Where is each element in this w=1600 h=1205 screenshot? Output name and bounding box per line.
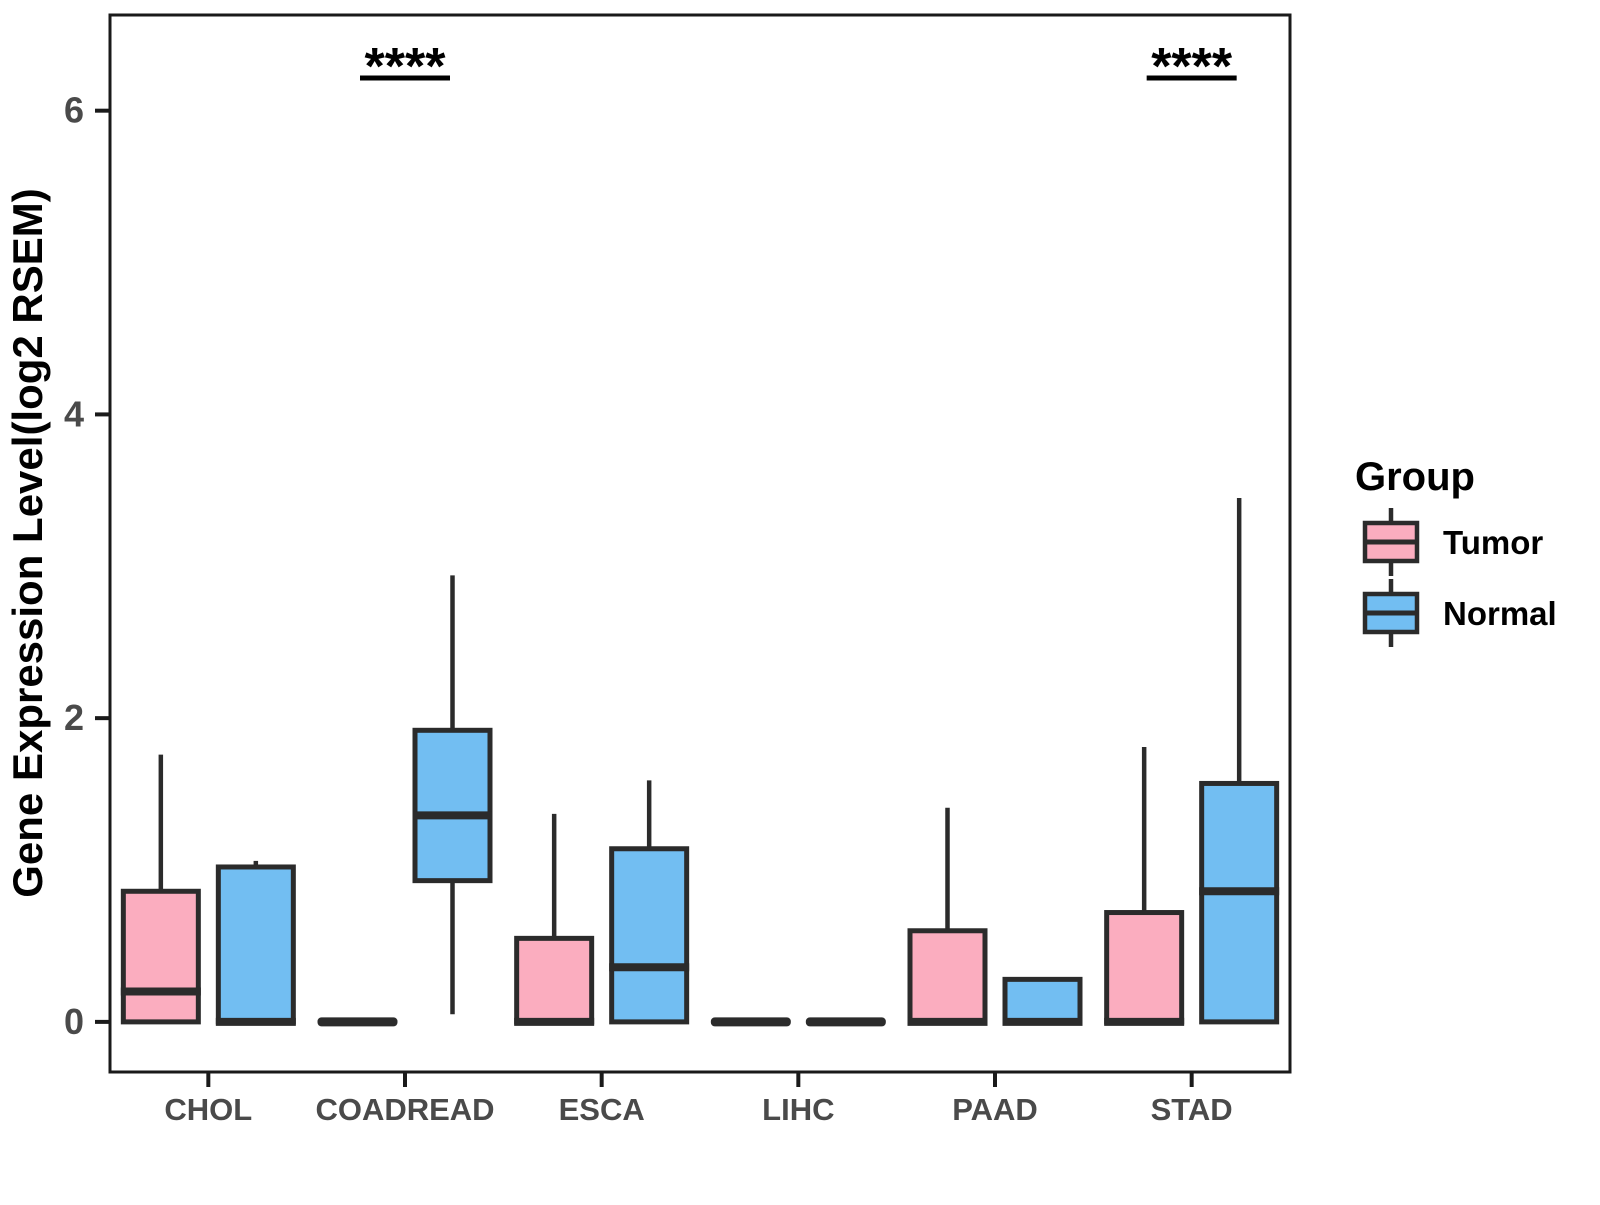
x-tick-label: STAD	[1151, 1092, 1233, 1127]
significance-annotations-layer: **** ****	[360, 38, 1237, 96]
x-tick-label: PAAD	[952, 1092, 1038, 1127]
whiskers-layer	[158, 497, 1242, 1015]
box-tumor-PAAD	[907, 928, 988, 1025]
plot-panel-border	[108, 13, 1292, 1074]
box-normal-STAD	[1199, 780, 1280, 1025]
significance-stars-STAD: ****	[1151, 38, 1233, 96]
legend-label: Tumor	[1443, 524, 1543, 561]
box-normal-CHOL	[215, 864, 296, 1025]
box-tumor-CHOL	[120, 888, 201, 1025]
legend-title: Group	[1355, 455, 1475, 499]
y-tick-label: 6	[64, 90, 84, 131]
boxplot-flat-tumor-LIHC	[710, 1017, 791, 1027]
legend-item-normal: Normal	[1362, 579, 1557, 647]
y-tick-label: 2	[64, 697, 84, 738]
y-tick-label: 0	[64, 1001, 84, 1042]
y-axis-title: Gene Expression Level(log2 RSEM)	[4, 188, 51, 898]
box-tumor-STAD	[1104, 910, 1185, 1025]
significance-stars-COADREAD: ****	[365, 38, 447, 96]
boxplot-flat-normal-LIHC	[805, 1017, 886, 1027]
box-normal-PAAD	[1002, 976, 1083, 1025]
legend: Group Tumor Normal	[1355, 455, 1557, 647]
boxes-layer	[120, 727, 1280, 1027]
x-tick-label: LIHC	[762, 1092, 834, 1127]
axes-layer: 0 2 4 6 CHOL COADREAD ESCA LIHC PAAD STAD	[64, 90, 1233, 1127]
boxplot-flat-tumor-COADREAD	[317, 1017, 398, 1027]
legend-item-tumor: Tumor	[1362, 508, 1543, 576]
box-tumor-ESCA	[514, 935, 595, 1025]
legend-label: Normal	[1443, 595, 1557, 632]
box-normal-COADREAD	[412, 727, 493, 884]
box-normal-ESCA	[609, 846, 690, 1025]
x-tick-label: CHOL	[164, 1092, 252, 1127]
x-tick-label: COADREAD	[315, 1092, 494, 1127]
x-tick-label: ESCA	[559, 1092, 645, 1127]
y-tick-label: 4	[64, 393, 84, 434]
